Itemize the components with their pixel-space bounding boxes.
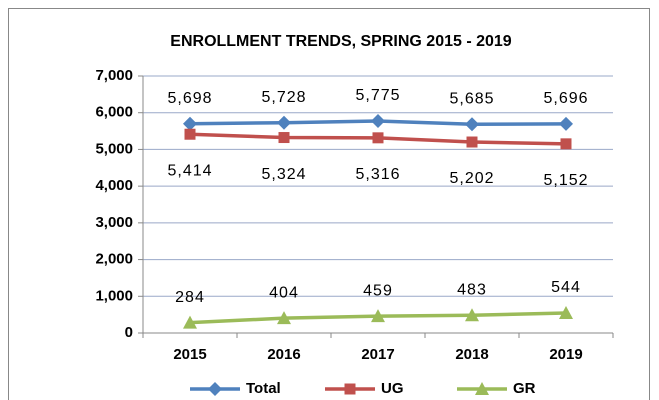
marker [372, 132, 384, 144]
y-tick-label: 0 [125, 324, 133, 341]
data-label: 5,152 [543, 172, 588, 189]
marker [208, 382, 222, 396]
marker [560, 138, 572, 150]
x-tick-label: 2015 [173, 346, 206, 363]
data-label: 284 [175, 289, 205, 306]
data-label: 5,696 [543, 90, 588, 107]
marker [344, 383, 356, 395]
data-label: 544 [551, 279, 581, 296]
data-label: 5,324 [261, 166, 306, 183]
marker [277, 311, 291, 325]
marker [465, 117, 479, 132]
marker [371, 113, 385, 128]
x-tick-label: 2016 [267, 346, 300, 363]
data-label: 5,728 [261, 89, 306, 106]
legend-label: GR [513, 380, 536, 397]
y-tick-label: 3,000 [95, 214, 133, 231]
data-label: 5,698 [167, 90, 212, 107]
marker [278, 132, 290, 144]
marker [465, 308, 479, 322]
y-tick-label: 6,000 [95, 104, 133, 121]
y-tick-label: 7,000 [95, 67, 133, 84]
marker [466, 136, 478, 148]
marker [184, 128, 196, 140]
data-label: 5,685 [449, 90, 494, 107]
marker [277, 115, 291, 130]
y-tick-label: 2,000 [95, 251, 133, 268]
data-label: 5,775 [355, 87, 400, 104]
legend-label: Total [246, 380, 281, 397]
marker [475, 382, 489, 395]
y-tick-label: 5,000 [95, 140, 133, 157]
x-tick-label: 2017 [361, 346, 394, 363]
x-tick-label: 2019 [549, 346, 582, 363]
data-label: 5,414 [167, 162, 212, 179]
marker [183, 116, 197, 131]
marker [559, 306, 573, 320]
data-label: 483 [457, 281, 487, 298]
legend-label: UG [381, 380, 404, 397]
chart-border [8, 8, 650, 400]
marker [371, 309, 385, 323]
marker [559, 116, 573, 131]
y-tick-label: 4,000 [95, 177, 133, 194]
y-tick-label: 1,000 [95, 287, 133, 304]
marker [183, 315, 197, 329]
data-label: 5,316 [355, 166, 400, 183]
x-tick-label: 2018 [455, 346, 488, 363]
data-label: 459 [363, 282, 393, 299]
data-label: 5,202 [449, 170, 494, 187]
chart-title: ENROLLMENT TRENDS, SPRING 2015 - 2019 [170, 33, 512, 50]
data-label: 404 [269, 284, 299, 301]
